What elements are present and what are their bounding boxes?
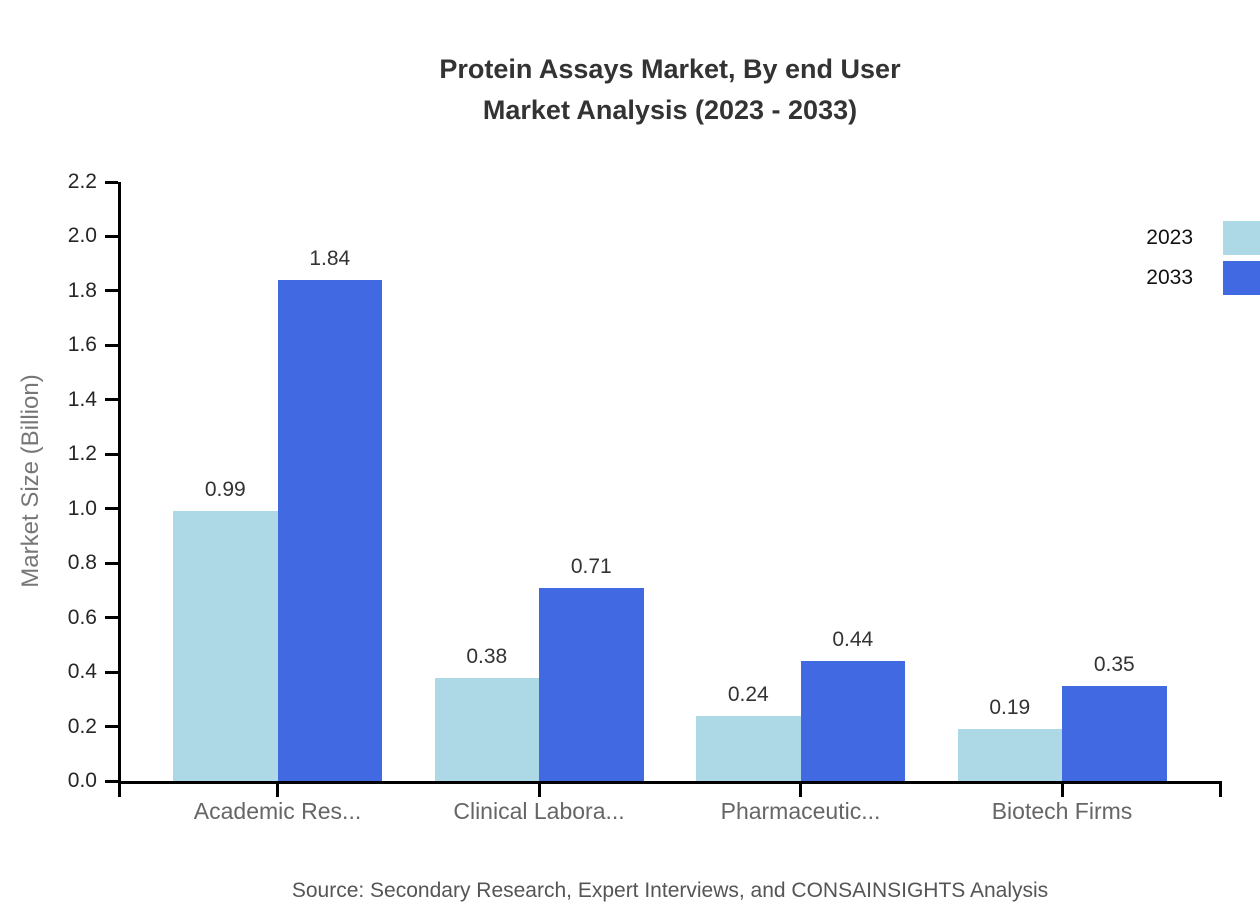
- bar-2023-category-3: [696, 715, 801, 781]
- y-axis-tick-label: 2.2: [67, 170, 97, 193]
- y-axis-tick-label: 2.0: [67, 224, 97, 248]
- y-axis-tick: [105, 561, 118, 565]
- bar-value-label: 0.19: [989, 696, 1031, 720]
- x-axis-tick: [537, 784, 541, 797]
- y-axis-tick-label: 1.8: [67, 278, 97, 302]
- bar-value-label: 0.24: [727, 682, 769, 706]
- bar-2023-category-1: [173, 511, 278, 781]
- legend-swatch-2023-icon: [1223, 221, 1260, 255]
- y-axis-tick: [105, 452, 118, 456]
- y-axis-tick-label: 1.6: [67, 333, 97, 357]
- bar-2033-category-1: [277, 280, 382, 781]
- y-axis-tick: [105, 289, 118, 293]
- bar-value-label: 1.84: [309, 247, 351, 271]
- y-axis-tick: [105, 779, 118, 783]
- y-axis-title: Market Size (Billion): [17, 374, 44, 588]
- y-axis-tick: [105, 616, 118, 620]
- y-axis-tick-label: 0.6: [67, 605, 97, 629]
- x-axis-category-label: Pharmaceutic...: [720, 798, 881, 824]
- source-text: Source: Secondary Research, Expert Inter…: [291, 879, 1049, 902]
- y-axis-tick-label: 1.4: [67, 387, 97, 411]
- legend-label-2033: 2033: [1146, 266, 1193, 289]
- y-axis-tick-label: 1.0: [67, 496, 97, 520]
- y-axis-tick-label: 0.4: [67, 660, 97, 684]
- y-axis-tick: [105, 234, 118, 238]
- bar-value-label: 0.44: [832, 628, 874, 652]
- bar-value-label: 0.71: [570, 554, 612, 578]
- chart-title: Protein Assays Market, By end User Marke…: [118, 49, 1222, 131]
- x-axis-tick: [276, 784, 279, 797]
- chart-title-line2: Market Analysis (2023 - 2033): [482, 95, 858, 125]
- legend-swatch-2033-icon: [1223, 261, 1260, 295]
- x-axis-category-label: Clinical Labora...: [453, 798, 625, 824]
- y-axis-tick: [105, 180, 118, 184]
- x-axis-category-label: Academic Res...: [193, 798, 362, 824]
- y-axis-tick: [105, 670, 118, 674]
- y-axis-tick: [105, 343, 118, 347]
- y-axis-tick-label: 1.2: [67, 442, 97, 466]
- x-axis-tick: [1219, 784, 1222, 797]
- x-axis-category-label: Biotech Firms: [991, 798, 1133, 824]
- y-axis-tick-label: 0.0: [67, 769, 97, 792]
- bar-2033-category-4: [1062, 685, 1167, 781]
- plot-area: 0.0 0.2 0.4 0.6 0.8 1.0 1.2 1.4 1.6 1.8 2.0 2.2 0.99…: [68, 170, 1222, 824]
- x-axis-tick: [1060, 784, 1064, 797]
- y-axis-tick: [105, 507, 118, 511]
- x-axis-tick: [799, 784, 802, 797]
- bar-2033-category-2: [539, 587, 644, 781]
- chart-title-line1: Protein Assays Market, By end User: [439, 54, 901, 84]
- legend: 2023 2033: [1146, 221, 1260, 301]
- y-axis-tick: [105, 725, 118, 729]
- y-axis-tick-label: 0.2: [67, 714, 97, 738]
- y-axis-tick-label: 0.8: [67, 551, 97, 575]
- legend-row-2033: 2033: [1146, 261, 1260, 295]
- bar-value-label: 0.99: [204, 478, 246, 502]
- y-axis-tick: [105, 398, 118, 402]
- bar-2033-category-3: [800, 661, 905, 781]
- bar-value-label: 0.35: [1093, 652, 1135, 676]
- bar-2023-category-4: [957, 729, 1062, 781]
- x-axis-tick: [118, 784, 121, 797]
- bar-2023-category-2: [434, 677, 539, 781]
- legend-row-2023: 2023: [1146, 221, 1260, 255]
- bar-value-label: 0.38: [466, 644, 508, 668]
- legend-label-2023: 2023: [1146, 226, 1193, 249]
